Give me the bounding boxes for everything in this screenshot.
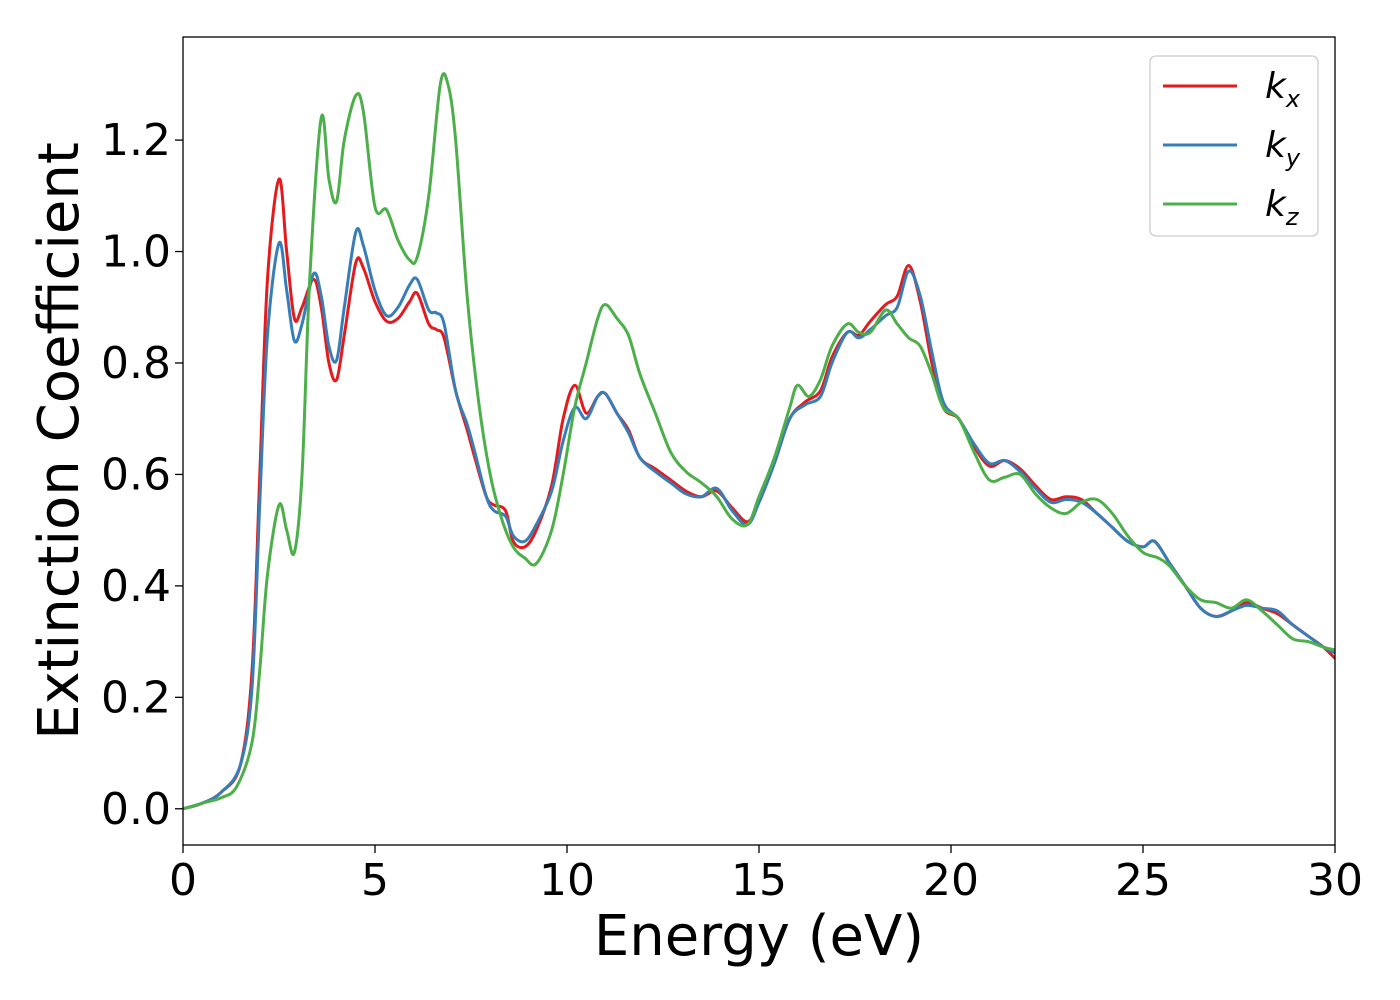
x-axis-label: Energy (eV) <box>594 904 924 969</box>
x-tick-label: 10 <box>539 855 595 906</box>
x-tick-label: 20 <box>923 855 979 906</box>
y-tick-label: 0.6 <box>101 449 171 500</box>
series-line-kz <box>183 72 1335 811</box>
y-axis-label: Extinction Coefficient <box>27 142 92 740</box>
x-tick-label: 30 <box>1307 855 1363 906</box>
y-tick-label: 0.4 <box>101 561 171 612</box>
x-axis-ticks: 0 5 10 15 20 25 30 <box>169 845 1363 906</box>
x-tick-label: 0 <box>169 855 197 906</box>
y-tick-label: 1.2 <box>101 115 171 166</box>
y-tick-label: 0.0 <box>101 784 171 835</box>
x-tick-label: 5 <box>361 855 389 906</box>
x-tick-label: 15 <box>731 855 787 906</box>
series-line-ky <box>183 227 1335 811</box>
y-axis-ticks: 0.0 0.2 0.4 0.6 0.8 1.0 1.2 <box>101 115 183 835</box>
x-tick-label: 25 <box>1115 855 1171 906</box>
legend-label-kz: kz <box>1265 184 1300 231</box>
plot-lines <box>183 72 1335 811</box>
y-tick-label: 0.8 <box>101 338 171 389</box>
y-tick-label: 0.2 <box>101 672 171 723</box>
y-tick-label: 1.0 <box>101 227 171 278</box>
